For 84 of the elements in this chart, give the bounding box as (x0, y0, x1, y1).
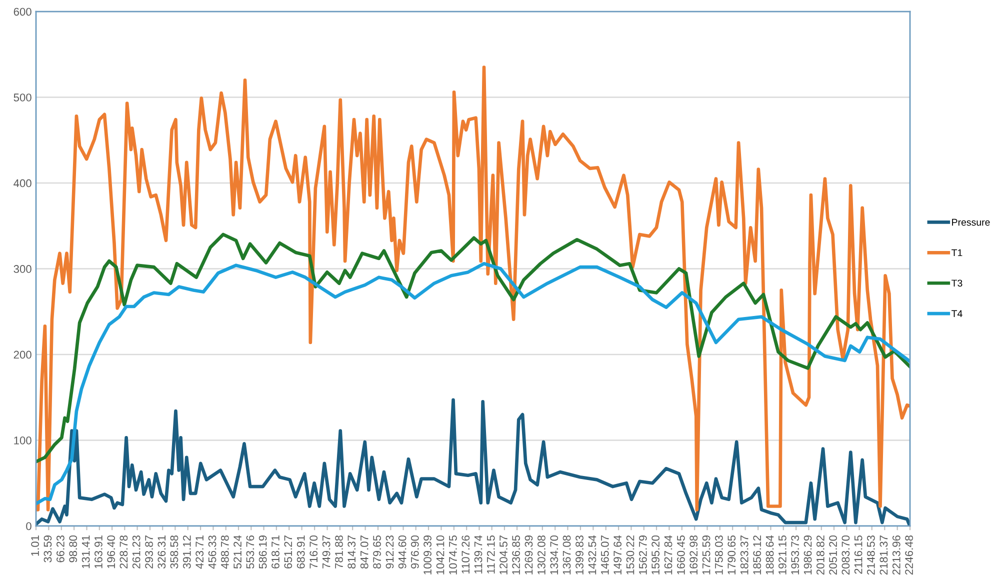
x-tick-label: 2018.82 (816, 536, 824, 575)
x-tick-label: 2246.48 (905, 535, 913, 575)
x-tick-label: 683.91 (296, 536, 305, 568)
x-tick-label: 2213.96 (892, 535, 900, 575)
x-tick-label: 1888.64 (766, 535, 774, 574)
x-tick-label: 1074.75 (449, 535, 457, 574)
x-tick-label: 1432.54 (588, 535, 596, 574)
x-tick-label: 326.31 (158, 536, 166, 569)
x-tick-label: 1465.07 (600, 536, 609, 574)
x-tick-label: 749.37 (322, 536, 330, 568)
line-series (36, 232, 910, 464)
x-tick-label: 66.23 (56, 535, 64, 562)
x-tick-label: 618.71 (272, 536, 280, 568)
x-tick-label: 1236.85 (512, 535, 520, 574)
x-tick-label: 879.65 (373, 535, 381, 569)
x-tick-label: 1530.22 (626, 536, 634, 574)
x-tick-label: 2148.53 (866, 535, 875, 575)
x-tick-label: 553.76 (246, 535, 254, 569)
x-tick-label: 1921.15 (778, 535, 786, 574)
x-tick-label: 131.41 (82, 536, 90, 568)
x-tick-label: 944.60 (398, 535, 406, 568)
x-tick-label: 1399.83 (576, 535, 584, 574)
x-tick-label: 2181.37 (880, 536, 888, 575)
y-tick-label: 500 (14, 94, 32, 102)
x-tick-label: 586.19 (258, 536, 267, 569)
x-tick-label: 423.71 (196, 536, 204, 569)
x-tick-label: 2051.20 (829, 535, 837, 575)
legend-label: Pressure (952, 218, 990, 226)
y-tick-label: 300 (14, 265, 32, 273)
x-tick-label: 1953.73 (791, 535, 800, 574)
x-tick-label: 293.87 (145, 536, 153, 568)
x-tick-label: 1139.74 (474, 535, 482, 574)
x-tick-label: 521.24 (234, 535, 242, 569)
x-tick-label: 163.91 (94, 536, 102, 568)
x-tick-label: 1172.15 (486, 535, 495, 574)
x-tick-label: 98.80 (69, 535, 78, 562)
x-tick-label: 912.23 (386, 535, 394, 568)
y-tick-label: 100 (14, 436, 32, 444)
x-tick-label: 1823.37 (740, 536, 748, 574)
x-tick-label: 33.59 (44, 536, 52, 562)
x-tick-label: 196.40 (107, 535, 116, 568)
x-tick-label: 391.12 (182, 536, 191, 569)
x-tick-label: 1.01 (31, 536, 39, 556)
x-tick-label: 1595.20 (652, 535, 660, 574)
x-tick-label: 1497.64 (614, 535, 622, 574)
x-tick-label: 716.70 (310, 535, 318, 568)
x-tick-label: 1790.65 (728, 535, 736, 574)
x-tick-label: 456.33 (208, 535, 216, 569)
line-series (36, 262, 910, 506)
x-tick-label: 1627.84 (664, 535, 672, 574)
x-tick-label: 1009.39 (424, 536, 432, 574)
x-tick-label: 651.27 (284, 536, 292, 568)
x-tick-label: 814.37 (348, 536, 356, 569)
y-tick-label: 0 (26, 522, 32, 530)
x-tick-label: 2083.70 (842, 535, 850, 575)
y-tick-label: 200 (14, 350, 32, 359)
x-tick-label: 1660.45 (677, 535, 685, 574)
x-tick-label: 1302.08 (538, 535, 546, 574)
x-tick-label: 1334.70 (550, 535, 558, 574)
x-tick-label: 1725.59 (702, 536, 710, 574)
legend-label: T1 (952, 249, 962, 256)
x-tick-label: 261.23 (132, 535, 140, 568)
x-tick-label: 1107.26 (462, 535, 470, 574)
x-tick-label: 1269.39 (524, 536, 533, 574)
x-tick-label: 847.07 (360, 536, 368, 569)
x-tick-label: 1204.57 (500, 536, 508, 574)
y-tick-label: 600 (14, 8, 32, 16)
x-tick-label: 781.88 (335, 535, 343, 568)
x-tick-label: 976.90 (410, 535, 419, 568)
x-tick-label: 1562.79 (639, 536, 647, 574)
x-tick-label: 1758.03 (714, 535, 723, 574)
x-tick-label: 488.78 (220, 535, 229, 569)
x-tick-label: 1692.98 (690, 535, 698, 574)
x-tick-label: 228.78 (120, 535, 128, 568)
line-series (36, 66, 910, 512)
y-tick-label: 400 (14, 179, 32, 188)
x-tick-label: 1367.08 (562, 535, 571, 574)
x-tick-label: 1856.12 (753, 536, 762, 574)
legend-label: T3 (952, 280, 962, 287)
x-tick-label: 1986.29 (804, 536, 812, 574)
x-tick-label: 1042.10 (436, 535, 444, 574)
legend-label: T4 (952, 310, 962, 317)
x-tick-label: 2116.15 (854, 535, 862, 574)
x-tick-label: 358.58 (170, 535, 178, 569)
